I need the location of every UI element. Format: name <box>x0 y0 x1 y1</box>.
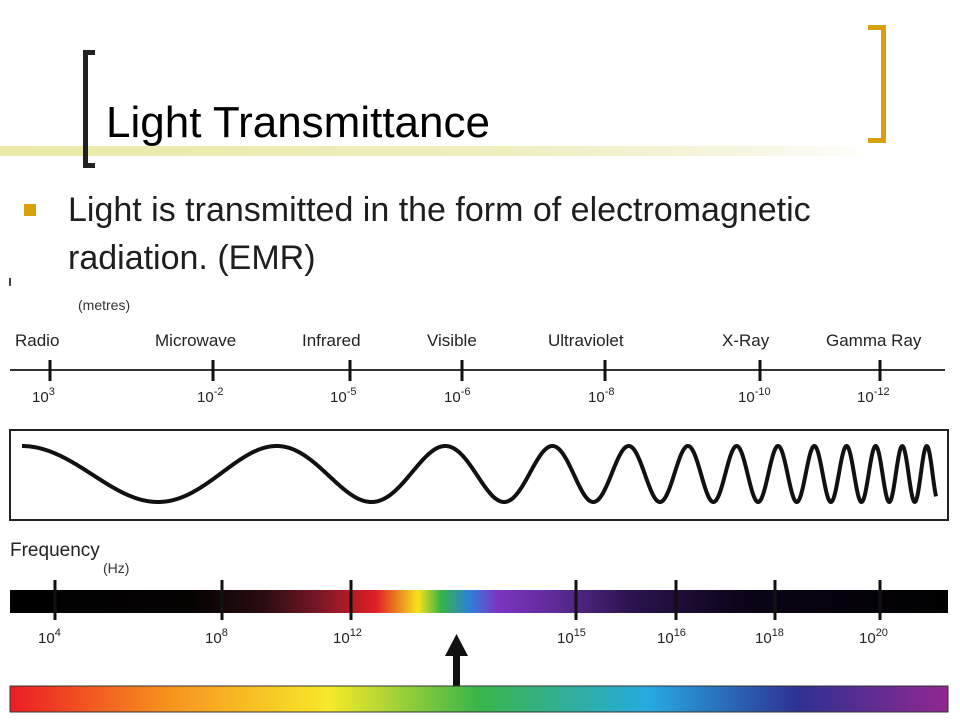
frequency-spectrum-bar <box>10 590 948 613</box>
frequency-tick-label: 104 <box>38 627 61 647</box>
wavelength-tick-label: 10-5 <box>330 386 356 406</box>
band-label-gamma-ray: Gamma Ray <box>826 331 922 350</box>
wavelength-tick-label: 10-2 <box>197 386 223 406</box>
frequency-unit-label: (Hz) <box>103 560 129 576</box>
band-label-ultraviolet: Ultraviolet <box>548 331 624 350</box>
band-label-radio: Radio <box>15 331 59 350</box>
frequency-tick-label: 1015 <box>557 627 586 647</box>
bullet-marker-icon <box>24 204 36 216</box>
up-arrow-icon <box>445 634 468 688</box>
frequency-tick-label: 1020 <box>859 627 888 647</box>
band-label-infrared: Infrared <box>302 331 361 350</box>
wavelength-tick-label: 10-12 <box>857 386 890 406</box>
left-bracket-decoration <box>83 50 95 168</box>
decorative-speck <box>9 278 11 286</box>
band-label-microwave: Microwave <box>155 331 236 350</box>
frequency-tick-label: 1016 <box>657 627 686 647</box>
bullet-text: Light is transmitted in the form of elec… <box>68 191 811 277</box>
sine-wave-icon <box>20 444 938 504</box>
title-underline-bar <box>0 146 880 156</box>
band-label-x-ray: X-Ray <box>722 331 770 350</box>
wavelength-tick-label: 10-10 <box>738 386 771 406</box>
frequency-tick-label: 1018 <box>755 627 784 647</box>
visible-spectrum-bar <box>9 685 949 713</box>
right-bracket-decoration <box>868 25 886 143</box>
frequency-tick-label: 108 <box>205 627 228 647</box>
frequency-title: Frequency <box>10 540 100 561</box>
slide-title: Light Transmittance <box>106 98 490 147</box>
wavelength-ticks <box>48 360 882 381</box>
wavelength-tick-label: 10-8 <box>588 386 614 406</box>
frequency-tick-label: 1012 <box>333 627 362 647</box>
wavelength-unit-label: (metres) <box>78 297 130 313</box>
band-label-visible: Visible <box>427 331 477 350</box>
wavelength-tick-label: 10-6 <box>444 386 470 406</box>
frequency-ticks <box>53 580 882 620</box>
wavelength-tick-label: 103 <box>32 386 55 406</box>
